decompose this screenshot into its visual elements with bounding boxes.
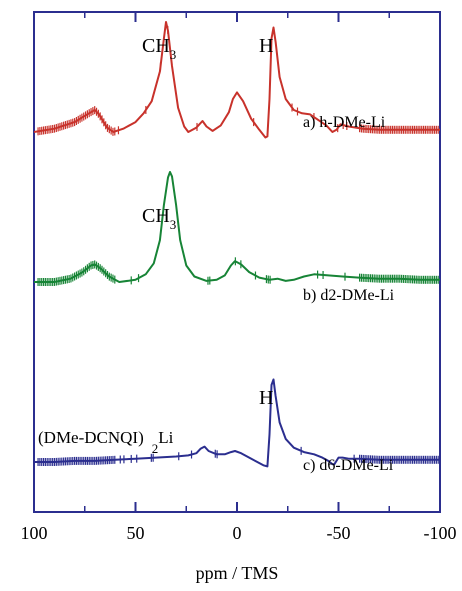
annotation-h-top: H [259, 35, 273, 57]
x-tick-label: -50 [327, 523, 351, 543]
annotation-compound: (DMe-DCNQI)2Li [38, 428, 174, 456]
series-line-2 [34, 380, 440, 467]
x-tick-label: -100 [424, 523, 457, 543]
series-label-h: a) h-DMe-Li [303, 114, 386, 131]
x-tick-label: 50 [127, 523, 145, 543]
series-label-d6: c) d6-DMe-Li [303, 457, 394, 474]
annotation-ch3-mid: CH3 [142, 205, 176, 232]
annotation-ch3-top: CH3 [142, 35, 176, 62]
x-tick-labels: 100 50 0 -50 -100 [21, 523, 457, 543]
x-tick-label: 0 [233, 523, 242, 543]
spectra-series [34, 22, 440, 466]
x-axis-label: ppm / TMS [196, 563, 279, 583]
series-label-d2: b) d2-DMe-Li [303, 287, 395, 304]
annotation-h-bottom: H [259, 387, 273, 409]
x-tick-label: 100 [21, 523, 48, 543]
